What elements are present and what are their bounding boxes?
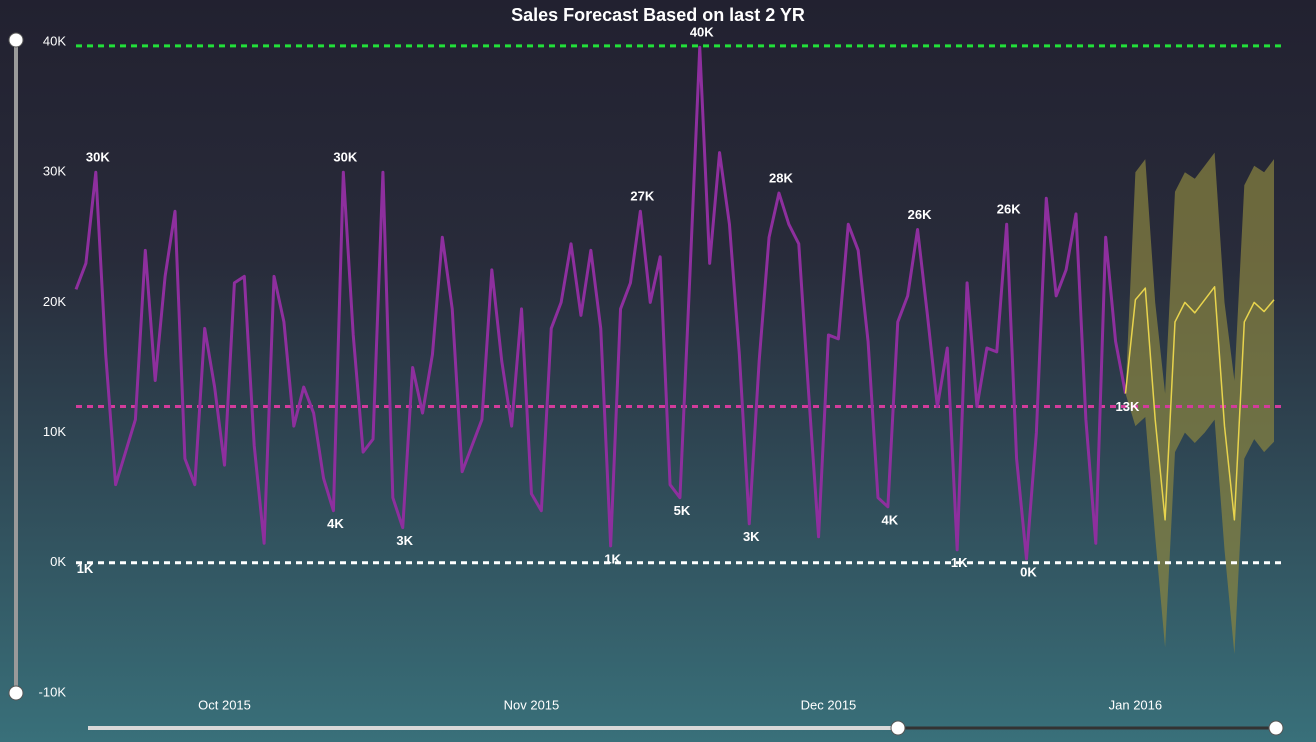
data-label: 5K	[674, 503, 691, 518]
data-label: 4K	[882, 512, 899, 527]
data-label: 13K	[1116, 399, 1140, 414]
annotation: 1K	[77, 561, 94, 576]
y-tick-label: 30K	[43, 164, 66, 179]
forecast-line	[1124, 286, 1275, 521]
data-label: 26K	[908, 207, 932, 222]
data-label: 1K	[951, 555, 968, 570]
data-label: 40K	[690, 25, 714, 40]
data-label: 3K	[396, 533, 413, 548]
forecast-band	[1125, 152, 1274, 654]
y-tick-label: 20K	[43, 294, 66, 309]
y-tick-label: 0K	[50, 554, 66, 569]
data-label: 1K	[604, 551, 621, 566]
y-tick-label: 40K	[43, 33, 66, 48]
y-tick-label: -10K	[39, 684, 67, 699]
data-label: 26K	[997, 202, 1021, 217]
data-label: 28K	[769, 170, 793, 185]
x-tick-label: Nov 2015	[504, 697, 560, 712]
sales-line	[74, 45, 1127, 561]
chart-title: Sales Forecast Based on last 2 YR	[511, 5, 805, 25]
data-label: 27K	[630, 189, 654, 204]
slider-handle[interactable]	[8, 32, 24, 48]
data-label: 4K	[327, 516, 344, 531]
x-range-slider[interactable]	[88, 720, 1284, 736]
x-tick-label: Jan 2016	[1109, 697, 1163, 712]
slider-handle[interactable]	[890, 720, 906, 736]
y-tick-label: 10K	[43, 424, 66, 439]
y-range-slider[interactable]	[8, 32, 24, 701]
slider-handle[interactable]	[8, 685, 24, 701]
x-tick-label: Oct 2015	[198, 697, 251, 712]
data-label: 30K	[333, 150, 357, 165]
x-tick-label: Dec 2015	[801, 697, 857, 712]
data-label: 3K	[743, 529, 760, 544]
data-label: 0K	[1020, 564, 1037, 579]
data-label: 30K	[86, 150, 110, 165]
slider-handle[interactable]	[1268, 720, 1284, 736]
